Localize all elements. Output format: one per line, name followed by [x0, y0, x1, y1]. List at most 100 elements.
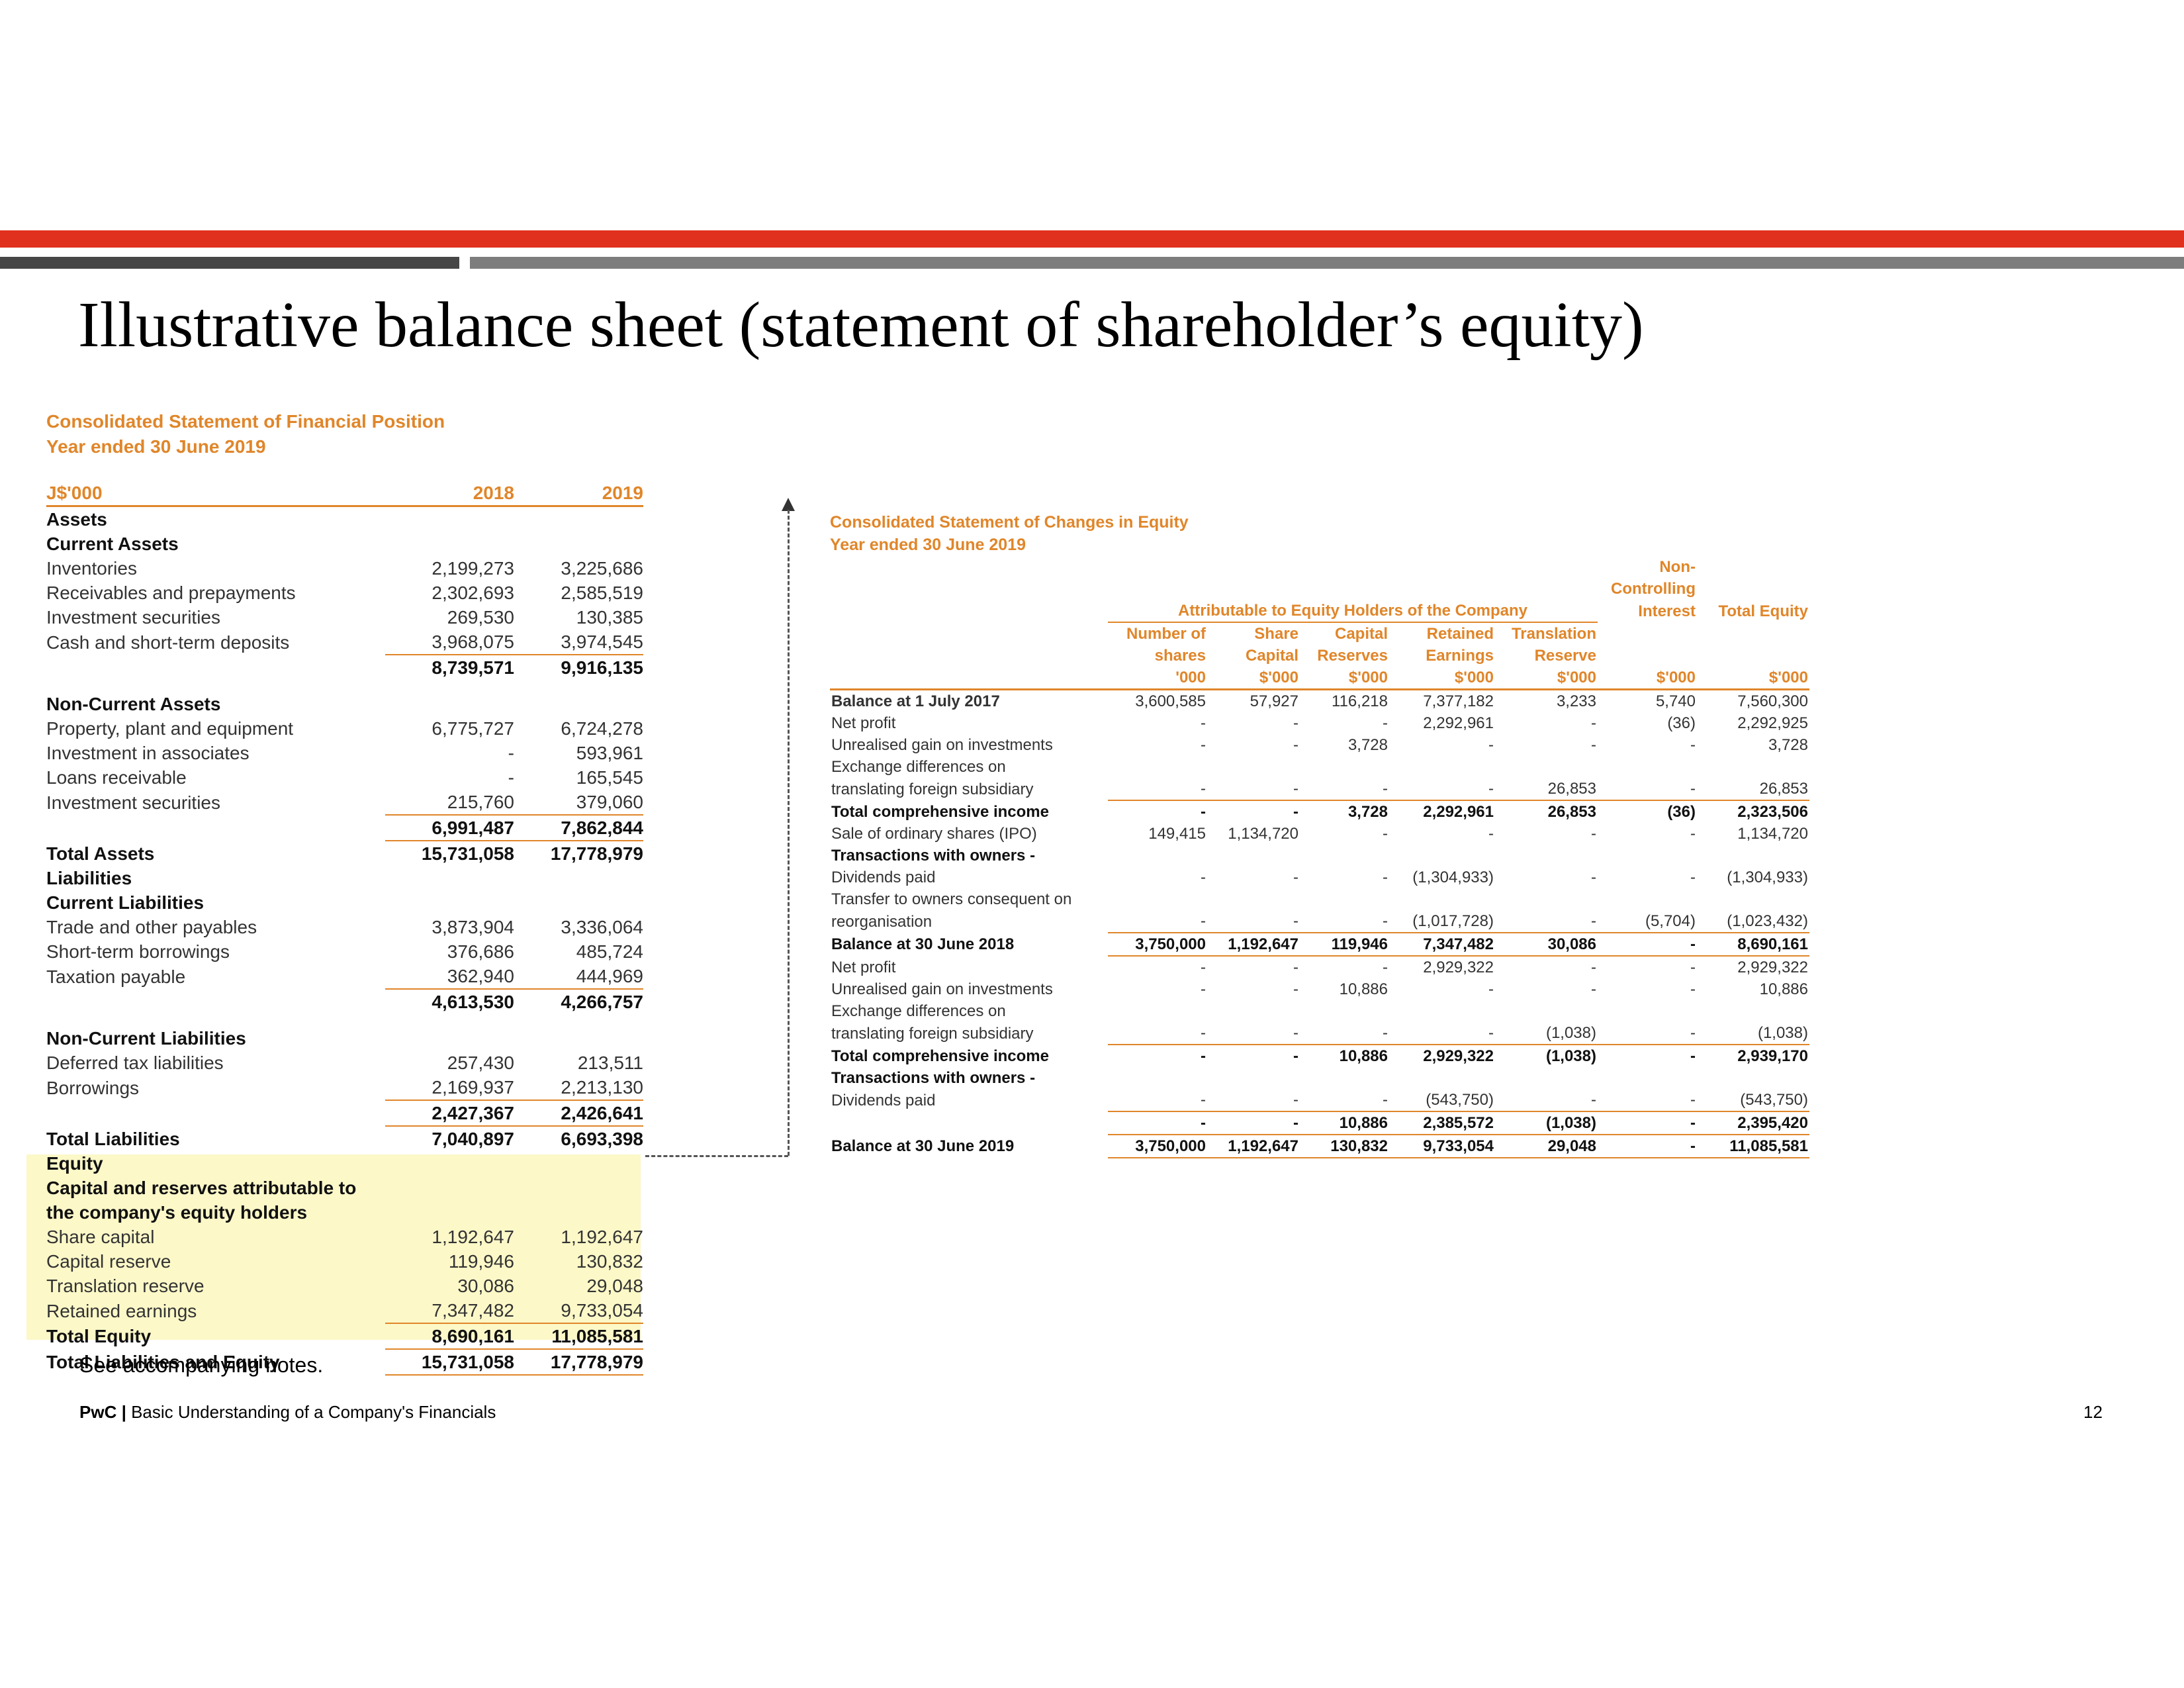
equity-value: 3,728: [1347, 803, 1388, 821]
equity-value: [1598, 756, 1697, 778]
balance-sheet-row: Total Assets 15,731,058 17,778,979: [46, 841, 643, 866]
equity-value: 5,740: [1598, 688, 1697, 712]
balance-sheet-row: Share capital 1,192,647 1,192,647: [46, 1225, 643, 1249]
balance-sheet-value-2019: 3,225,686: [561, 558, 643, 579]
equity-value: -: [1207, 910, 1300, 933]
balance-sheet-value-2019: 379,060: [514, 790, 643, 816]
equity-value: 3,728: [1347, 736, 1388, 754]
balance-sheet-label: Total Liabilities and Equity: [46, 1352, 280, 1372]
balance-sheet-value-2019: 6,693,398: [561, 1129, 643, 1149]
equity-column-header: [1697, 622, 1809, 645]
balance-sheet-value-2018: [385, 692, 514, 716]
balance-sheet-label: Equity: [46, 1153, 103, 1174]
equity-value: [1495, 756, 1598, 778]
balance-sheet-value-2018: 7,347,482: [385, 1298, 514, 1324]
balance-sheet-row: Current Liabilities: [46, 890, 643, 915]
balance-sheet-value-2018: 15,731,058: [385, 1349, 514, 1376]
equity-value: -: [1690, 959, 1696, 976]
equity-value: -: [1690, 868, 1696, 886]
equity-column-header: Translation: [1511, 625, 1596, 643]
equity-value: 8,690,161: [1697, 933, 1809, 957]
balance-sheet-row: Investment in associates - 593,961: [46, 741, 643, 765]
equity-value: [1389, 845, 1495, 867]
equity-column-header: [1697, 645, 1809, 667]
equity-row: Total comprehensive income - - 10,886 2,929,…: [830, 1045, 1809, 1067]
equity-value: (5,704): [1598, 910, 1697, 933]
balance-sheet-row: Capital and reserves attributable to: [46, 1176, 643, 1200]
balance-sheet-value-2018: 3,873,904: [432, 917, 514, 937]
balance-sheet-label: Receivables and prepayments: [46, 583, 296, 603]
balance-sheet-value-2018: [385, 1026, 514, 1051]
balance-sheet-value-2019: [514, 506, 643, 532]
balance-sheet-value-2019: 2,426,641: [514, 1100, 643, 1127]
balance-sheet-value-2019: 2019: [514, 481, 643, 507]
equity-value: [1598, 1000, 1697, 1022]
balance-sheet-row: Taxation payable 362,940 444,969: [46, 964, 643, 990]
equity-row: Dividends paid - - - (1,304,933) - - (1,304,933…: [830, 867, 1809, 888]
equity-value: -: [1488, 980, 1494, 998]
balance-sheet-row: 2,427,367 2,426,641: [46, 1100, 643, 1127]
equity-value: [1207, 888, 1300, 910]
balance-sheet-value-2019: 1,192,647: [561, 1227, 643, 1247]
equity-statement-subheading: Year ended 30 June 2019: [830, 536, 1026, 554]
equity-value: [1108, 845, 1207, 867]
equity-value: 3,600,585: [1108, 688, 1207, 712]
equity-value: -: [1591, 980, 1596, 998]
equity-column-header: Reserve: [1534, 647, 1596, 665]
equity-row-label: Unrealised gain on investments: [831, 980, 1053, 998]
equity-value: 2,292,961: [1423, 714, 1494, 732]
balance-sheet-value-2019: 7,862,844: [514, 815, 643, 841]
equity-row: Net profit - - - 2,929,322 - - 2,929,322: [830, 956, 1809, 978]
balance-sheet-table: J$'000 2018 2019 Assets Current Assets Invent…: [46, 481, 643, 1376]
balance-sheet-value-2019: 485,724: [576, 941, 643, 962]
equity-row: Balance at 1 July 2017 3,600,585 57,927 116…: [830, 688, 1809, 712]
balance-sheet-label: Current Liabilities: [46, 892, 205, 913]
balance-sheet-row: Assets: [46, 506, 643, 532]
equity-value: -: [1598, 933, 1697, 957]
balance-sheet-value-2019: [514, 1176, 643, 1200]
equity-value: (1,023,432): [1697, 910, 1809, 933]
balance-sheet-row: Deferred tax liabilities 257,430 213,511: [46, 1051, 643, 1075]
equity-value: -: [1591, 825, 1596, 843]
equity-value: -: [1108, 778, 1207, 801]
balance-sheet-value-2018: 8,690,161: [385, 1323, 514, 1350]
equity-value: -: [1591, 959, 1596, 976]
equity-column-header: shares: [1154, 647, 1206, 665]
equity-row-label: Unrealised gain on investments: [831, 736, 1053, 754]
equity-value: -: [1488, 825, 1494, 843]
balance-sheet-value-2018: 2,169,937: [385, 1075, 514, 1101]
equity-value: -: [1300, 1089, 1389, 1112]
equity-row: - -10,886 2,385,572 (1,038) -2,395,420: [830, 1111, 1809, 1135]
balance-sheet-row: Total Equity 8,690,161 11,085,581: [46, 1323, 643, 1350]
balance-sheet-value-2019: [514, 1151, 643, 1176]
equity-column-header: Capital: [1245, 647, 1298, 665]
equity-value: 2,929,322: [1423, 1047, 1494, 1065]
balance-sheet-value-2018: 2,427,367: [385, 1100, 514, 1127]
equity-value: [1697, 1000, 1809, 1022]
connector-arrow-icon: [782, 498, 795, 511]
balance-sheet-value-2018: -: [508, 767, 514, 788]
equity-value: [1300, 1000, 1389, 1022]
equity-value: 26,853: [1697, 778, 1809, 801]
balance-sheet-row: Short-term borrowings 376,686 485,724: [46, 939, 643, 964]
equity-column-header: [1598, 622, 1697, 645]
spacer-cell: [46, 680, 643, 692]
empty-cell: [830, 645, 1108, 667]
balance-sheet-value-2018: 215,760: [385, 790, 514, 816]
equity-value: 2,929,322: [1737, 959, 1808, 976]
equity-value: 26,853: [1495, 778, 1598, 801]
equity-row-label: Transfer to owners consequent on: [831, 890, 1072, 908]
equity-column-header: Capital: [1334, 625, 1388, 643]
equity-row-label: Balance at 30 June 2018: [831, 935, 1015, 953]
balance-sheet-row: Trade and other payables 3,873,904 3,336,0…: [46, 915, 643, 939]
balance-sheet-row: Equity: [46, 1151, 643, 1176]
equity-statement-table: Non- Controlling Attributable to Equity …: [830, 556, 1809, 1158]
equity-value: -: [1207, 1089, 1300, 1112]
balance-sheet-value-2018: 257,430: [447, 1053, 514, 1073]
balance-sheet-value-2018: 269,530: [447, 607, 514, 628]
equity-value: -: [1201, 959, 1206, 976]
equity-value: [1697, 888, 1809, 910]
equity-row-label: Dividends paid: [831, 868, 936, 886]
equity-value: 2,385,572: [1389, 1111, 1495, 1135]
equity-column-header: Earnings: [1426, 647, 1494, 665]
